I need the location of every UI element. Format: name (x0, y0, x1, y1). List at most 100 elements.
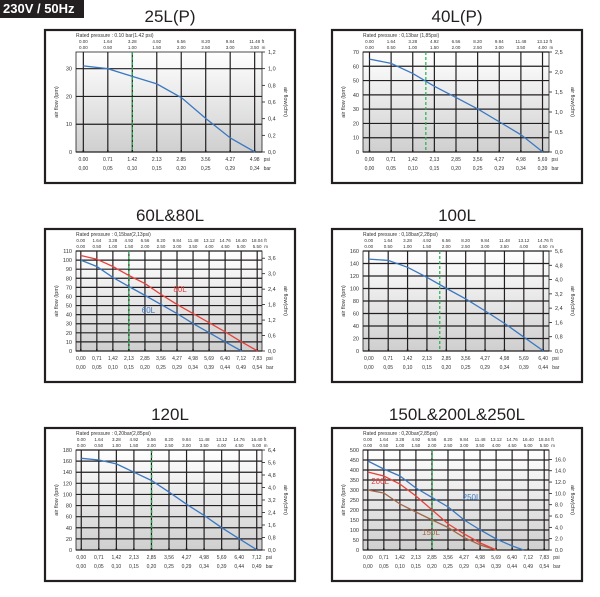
ft-tick-label: 1.64 (384, 238, 393, 243)
psi-tick-label: 3,56 (473, 157, 483, 163)
ft-tick-label: 9.84 (460, 437, 469, 442)
y-tick-label: 0 (69, 150, 72, 156)
y-tick-label: 180 (63, 448, 72, 454)
y-tick-label: 40 (353, 324, 359, 330)
ft-tick-label: 6.56 (141, 238, 150, 243)
bar-tick-label: 0,20 (140, 365, 150, 371)
ft-tick-label: 0.00 (79, 39, 88, 44)
ft-tick-label: 1.64 (92, 238, 101, 243)
y-tick-label: 140 (350, 262, 359, 268)
ft-tick-label: 11.48 (515, 39, 526, 44)
ft-tick-label: 14.76 (506, 437, 518, 442)
bar-tick-label: 0,39 (491, 564, 501, 570)
psi-unit-label: psi (266, 356, 272, 362)
m-tick-label: 3.50 (189, 244, 198, 249)
ft-tick-label: 6.56 (442, 238, 451, 243)
series-line (81, 457, 258, 551)
m-tick-label: 0.50 (387, 45, 396, 50)
ft-tick-label: 6.56 (147, 437, 156, 442)
y2-tick-label: 2,4 (555, 306, 563, 312)
psi-tick-label: 5,69 (204, 356, 214, 362)
ft-tick-label: 9.84 (481, 238, 490, 243)
y-axis-label: air flow (lpm) (54, 285, 60, 317)
y2-axis-label: air flow(cfm) (569, 485, 575, 515)
ft-tick-label: 14.76 (234, 437, 246, 442)
psi-tick-label: 0,00 (363, 555, 373, 561)
bar-tick-label: 0,00 (76, 365, 86, 371)
ft-tick-label: 3.28 (128, 39, 137, 44)
psi-tick-label: 1,42 (108, 356, 118, 362)
y2-tick-label: 0,0 (268, 548, 276, 554)
m-tick-label: 5.50 (540, 443, 549, 448)
y2-tick-label: 2,5 (555, 50, 563, 56)
psi-tick-label: 1,42 (408, 157, 418, 163)
y-tick-label: 100 (350, 287, 359, 293)
y-tick-label: 40 (66, 526, 72, 532)
y-tick-label: 100 (63, 492, 72, 498)
y2-tick-label: 6,4 (268, 448, 276, 454)
y2-axis-label: air flow(cfm) (282, 87, 288, 117)
psi-tick-label: 4,98 (516, 157, 526, 163)
y-tick-label: 80 (66, 504, 72, 510)
psi-tick-label: 4,27 (480, 356, 490, 362)
bar-tick-label: 0,15 (422, 365, 432, 371)
y-tick-label: 450 (350, 458, 359, 464)
m-tick-label: 4.00 (217, 443, 226, 448)
y-axis-label: air flow (lpm) (54, 484, 60, 516)
bar-tick-label: 0,29 (225, 166, 235, 172)
m-tick-label: 1.00 (108, 244, 117, 249)
m-tick-label: 0.50 (384, 244, 393, 249)
m-tick-label: 3.00 (481, 244, 490, 249)
y2-tick-label: 2.0 (555, 537, 563, 543)
m-tick-label: 2.50 (157, 244, 166, 249)
ft-tick-label: 13.12 (203, 238, 215, 243)
bar-tick-label: 0,00 (364, 365, 374, 371)
m-tick-label: 1.00 (395, 443, 404, 448)
m-tick-label: 2.00 (428, 443, 437, 448)
bar-tick-label: 0,54 (539, 564, 549, 570)
ft-tick-label: 8.20 (444, 437, 453, 442)
psi-tick-label: 2,13 (430, 157, 440, 163)
m-tick-label: 4.50 (235, 443, 244, 448)
series-line-60l (80, 259, 242, 352)
psi-tick-label: 5,69 (538, 157, 548, 163)
bar-tick-label: 0,25 (473, 166, 483, 172)
ft-tick-label: 18.04 (539, 437, 551, 442)
y2-tick-label: 12.0 (555, 480, 566, 486)
ft-unit-label: ft (550, 238, 553, 243)
y2-tick-label: 10.0 (555, 491, 566, 497)
ft-tick-label: 0.00 (76, 238, 85, 243)
ft-tick-label: 11.48 (475, 437, 486, 442)
m-tick-label: 3.50 (200, 443, 209, 448)
m-tick-label: 1.00 (408, 45, 417, 50)
ft-tick-label: 1.64 (379, 437, 388, 442)
psi-tick-label: 0,00 (76, 555, 86, 561)
ft-tick-label: 6.56 (177, 39, 186, 44)
m-tick-label: 0.00 (364, 244, 373, 249)
ft-tick-label: 13.12 (518, 238, 530, 243)
ft-tick-label: 8.20 (473, 39, 482, 44)
y-tick-label: 70 (353, 50, 359, 56)
y2-axis-label: air flow(cfm) (282, 286, 288, 316)
y2-tick-label: 1,0 (555, 110, 563, 116)
bar-tick-label: 0,05 (94, 564, 104, 570)
chart-panel: 120L 0 20 40 60 80 100 120 140 160 180 0,0 0,8 1,6 2,4… (43, 405, 297, 583)
y-tick-label: 10 (66, 122, 72, 128)
y2-tick-label: 0,5 (555, 130, 563, 136)
bar-tick-label: 0,10 (408, 166, 418, 172)
m-tick-label: 1.00 (128, 45, 137, 50)
psi-tick-label: 7,12 (523, 555, 533, 561)
m-tick-label: 1.50 (130, 443, 139, 448)
psi-tick-label: 0,71 (92, 356, 102, 362)
ft-tick-label: 4.92 (125, 238, 134, 243)
y-tick-label: 70 (66, 285, 72, 291)
psi-tick-label: 0.71 (103, 157, 113, 163)
y-tick-label: 350 (350, 478, 359, 484)
voltage-frequency-label: 230V / 50Hz (0, 0, 84, 18)
ft-tick-label: 3.28 (395, 437, 404, 442)
y-tick-label: 80 (66, 276, 72, 282)
bar-tick-label: 0,54 (252, 365, 262, 371)
ft-tick-label: 8.20 (157, 238, 166, 243)
psi-unit-label: psi (552, 356, 558, 362)
bar-unit-label: bar (553, 564, 561, 570)
